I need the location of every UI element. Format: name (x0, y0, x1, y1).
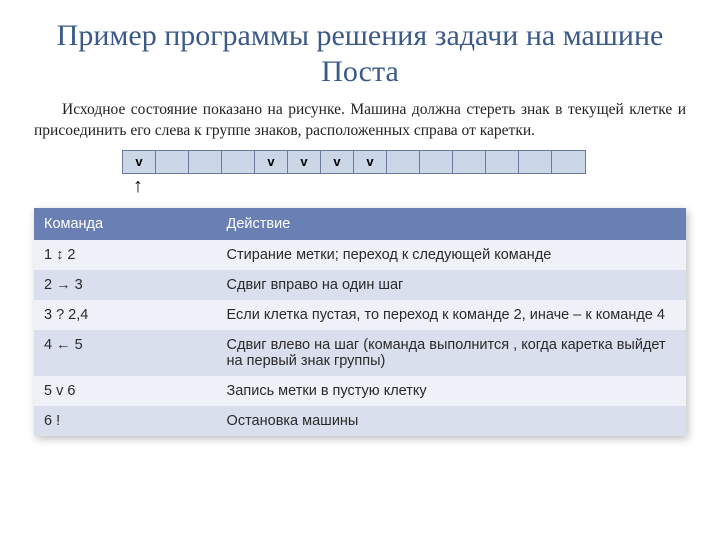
table-body: 1 ↕ 2Стирание метки; переход к следующей… (34, 240, 686, 436)
slide-title: Пример программы решения задачи на машин… (34, 18, 686, 90)
command-cell: 4 ← 5 (34, 330, 217, 376)
tape-cell (222, 151, 255, 173)
tape-cell (387, 151, 420, 173)
action-cell: Запись метки в пустую клетку (217, 376, 686, 406)
command-cell: 5 v 6 (34, 376, 217, 406)
tape-cell: v (354, 151, 387, 173)
table-row: 4 ← 5Сдвиг влево на шаг (команда выполни… (34, 330, 686, 376)
table-row: 1 ↕ 2Стирание метки; переход к следующей… (34, 240, 686, 270)
command-cell: 2 → 3 (34, 270, 217, 300)
tape-cell: v (123, 151, 156, 173)
action-cell: Стирание метки; переход к следующей кома… (217, 240, 686, 270)
action-cell: Сдвиг влево на шаг (команда выполнится ,… (217, 330, 686, 376)
tape-cell: v (255, 151, 288, 173)
command-cell: 1 ↕ 2 (34, 240, 217, 270)
tape-cell (486, 151, 519, 173)
table-row: 6 !Остановка машины (34, 406, 686, 436)
table-header-row: КомандаДействие (34, 208, 686, 240)
slide-description: Исходное состояние показано на рисунке. … (34, 100, 686, 142)
tape-cell (552, 151, 585, 173)
command-cell: 6 ! (34, 406, 217, 436)
tape-pointer: ↑ (133, 176, 143, 198)
tape-cell (156, 151, 189, 173)
table-row: 5 v 6Запись метки в пустую клетку (34, 376, 686, 406)
action-cell: Если клетка пустая, то переход к команде… (217, 300, 686, 330)
tape-cell (519, 151, 552, 173)
command-cell: 3 ? 2,4 (34, 300, 217, 330)
tape-cell (189, 151, 222, 173)
tape-row: vvvvv (122, 150, 586, 174)
action-cell: Сдвиг вправо на один шаг (217, 270, 686, 300)
tape-cell: v (321, 151, 354, 173)
col-header-command: Команда (34, 208, 217, 240)
program-table: КомандаДействие 1 ↕ 2Стирание метки; пер… (34, 208, 686, 436)
table-row: 3 ? 2,4Если клетка пустая, то переход к … (34, 300, 686, 330)
tape-cell (420, 151, 453, 173)
tape-cell (453, 151, 486, 173)
table-row: 2 → 3Сдвиг вправо на один шаг (34, 270, 686, 300)
tape-widget: vvvvv ↑ (122, 150, 686, 198)
col-header-action: Действие (217, 208, 686, 240)
tape-cell: v (288, 151, 321, 173)
action-cell: Остановка машины (217, 406, 686, 436)
